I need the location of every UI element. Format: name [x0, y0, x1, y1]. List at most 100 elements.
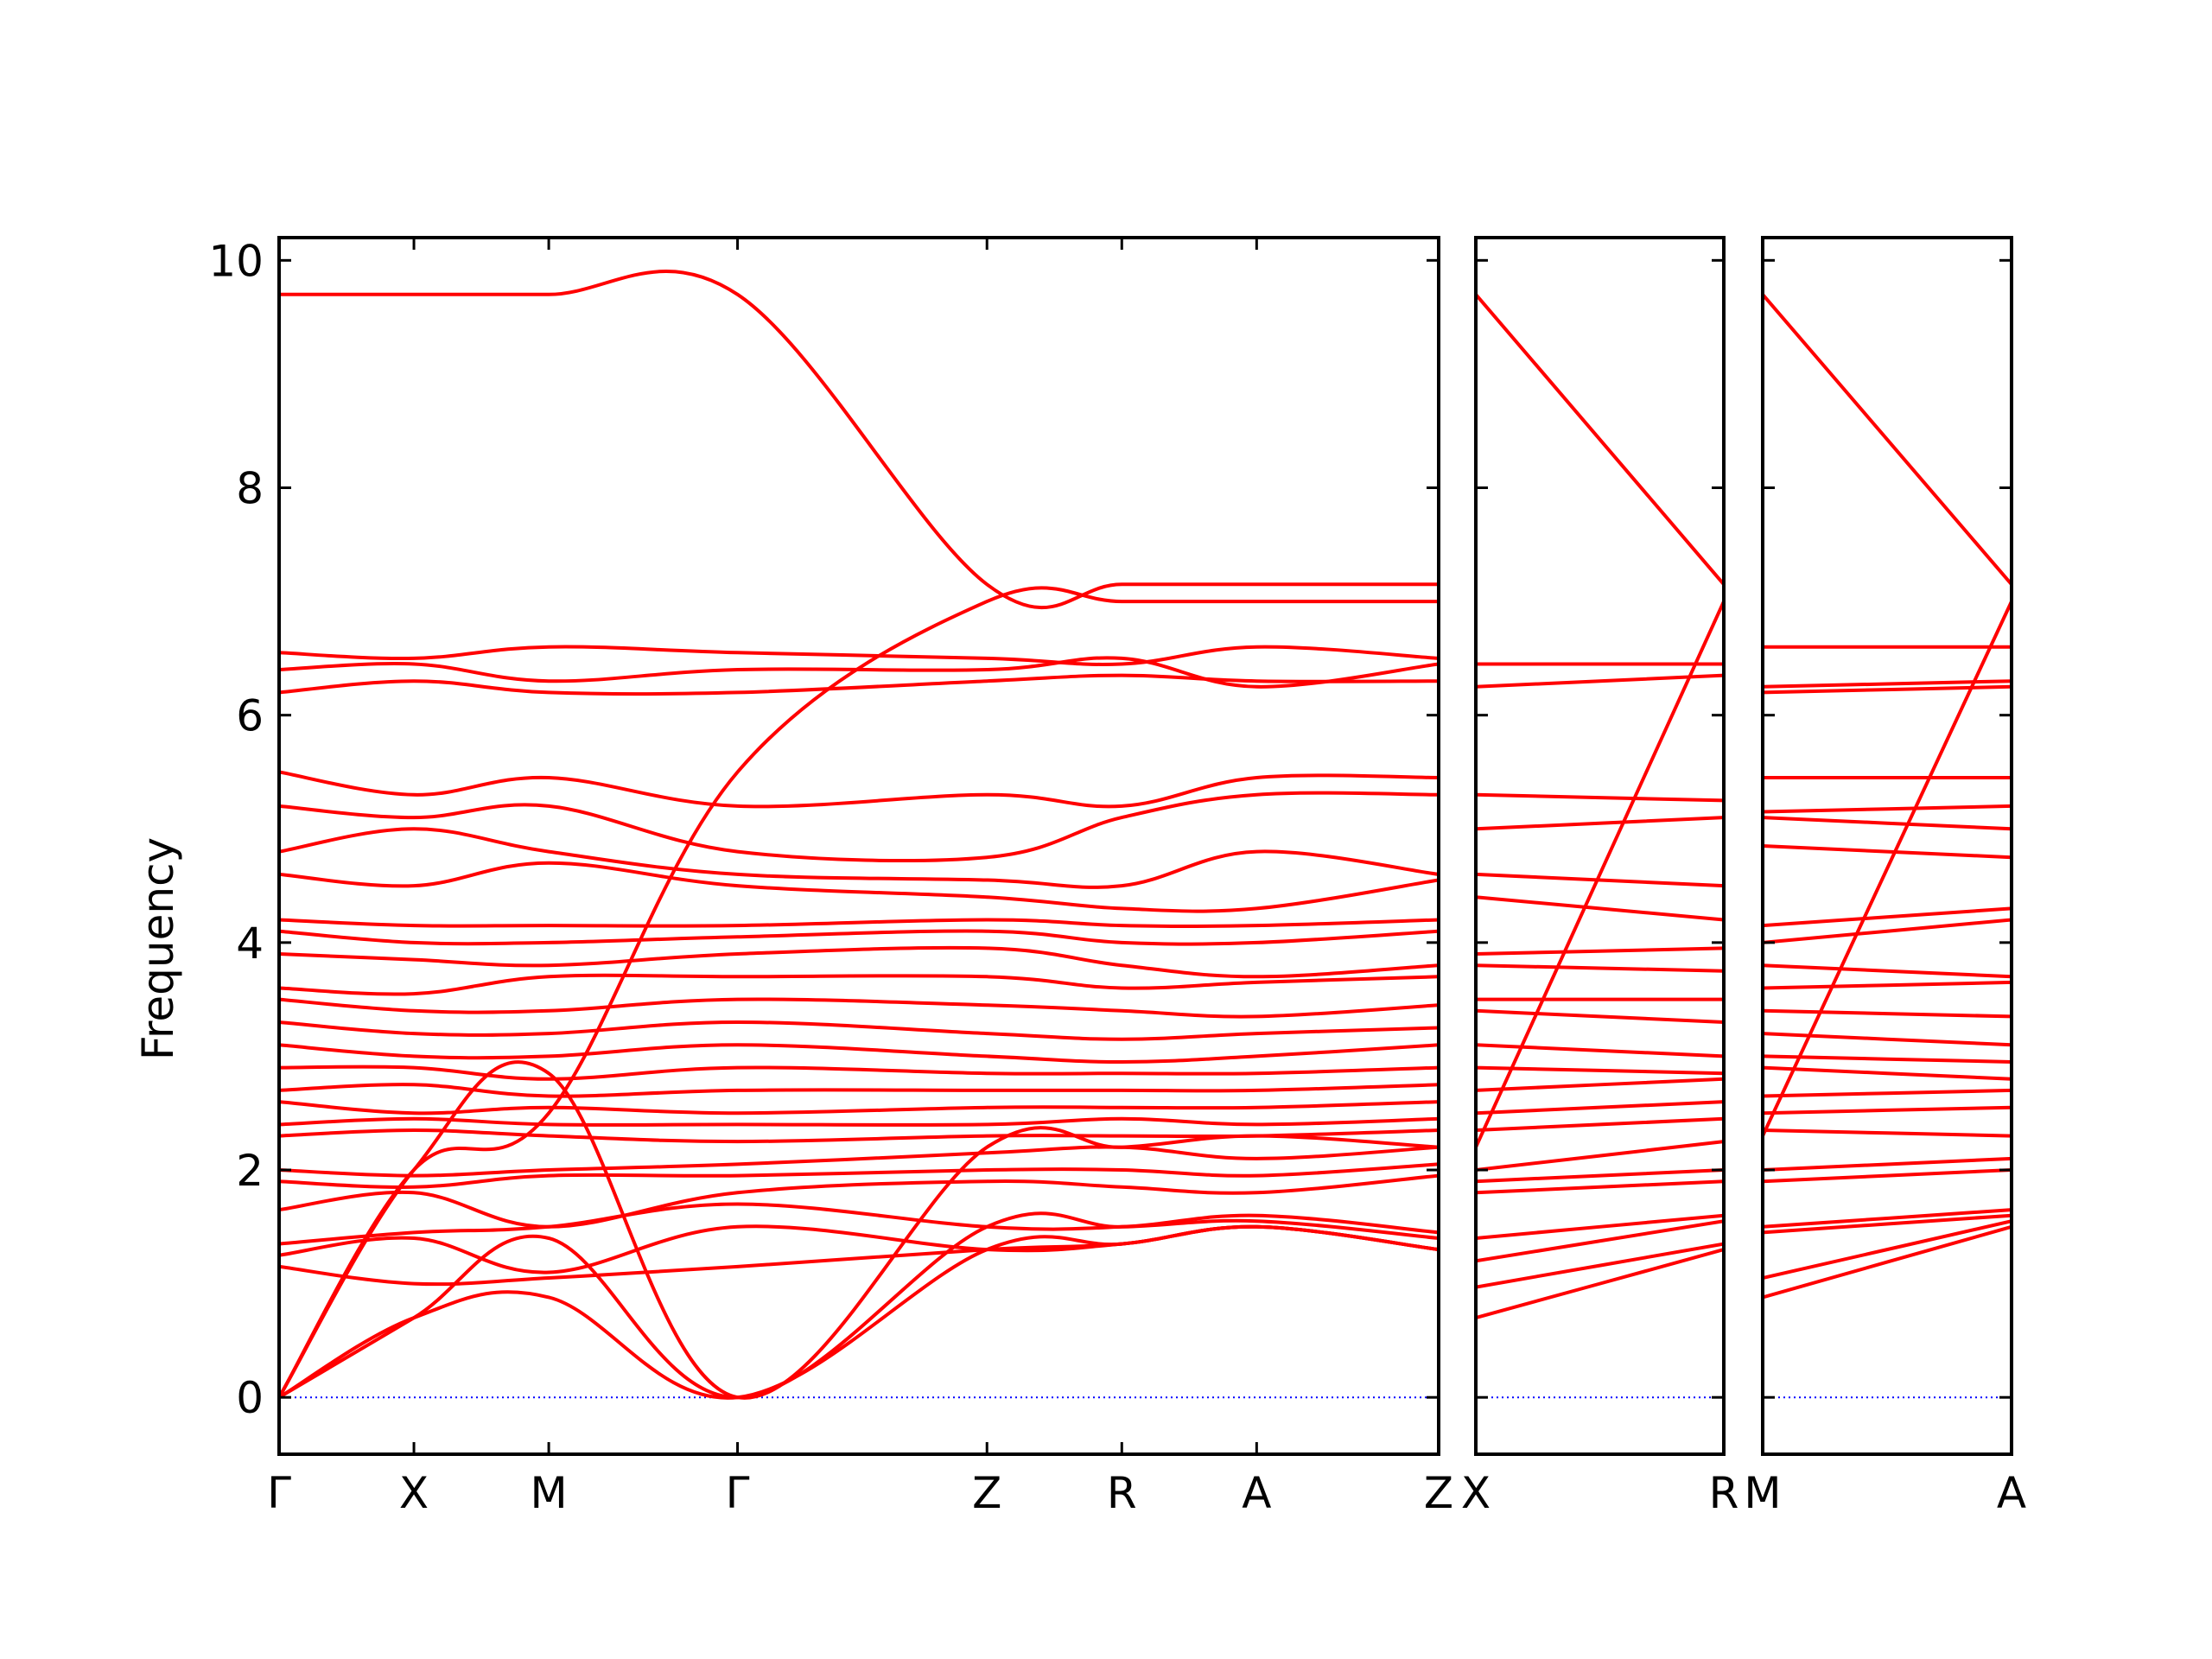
band-series — [1763, 1105, 2012, 1116]
x-tick-label: Z — [972, 1468, 1001, 1518]
band-series — [279, 673, 1439, 696]
axes-frame — [1474, 236, 1726, 1456]
band-series — [279, 861, 1439, 913]
band-series — [279, 945, 1439, 979]
band-series — [1763, 1156, 2012, 1172]
band-series — [279, 1043, 1439, 1064]
band-series — [279, 1202, 1439, 1246]
band-series — [1763, 1213, 2012, 1235]
y-tick-label: 8 — [236, 463, 264, 513]
band-series — [1763, 1219, 2012, 1280]
band-series — [279, 997, 1439, 1019]
band-series — [1476, 292, 1724, 587]
band-series — [279, 645, 1439, 666]
band-series — [1476, 946, 1724, 956]
x-tick-label: X — [1461, 1468, 1491, 1518]
y-tick-label: 4 — [236, 918, 264, 969]
band-series — [1476, 1248, 1724, 1320]
band-series — [1763, 1224, 2012, 1300]
band-series — [279, 1145, 1439, 1178]
band-series — [279, 1173, 1439, 1229]
x-tick-label: Γ — [726, 1468, 750, 1518]
band-series — [279, 1116, 1439, 1127]
axes-frame — [1761, 236, 2013, 1456]
band-series — [1763, 804, 2012, 814]
band-series — [1763, 1208, 2012, 1229]
band-series — [279, 270, 1439, 610]
x-tick-label: M — [1744, 1468, 1781, 1518]
band-series — [279, 929, 1439, 946]
x-tick-label: R — [1107, 1468, 1137, 1518]
band-series — [1476, 792, 1724, 803]
band-series — [1763, 844, 2012, 860]
band-series — [1763, 1065, 2012, 1081]
band-series — [279, 1065, 1439, 1081]
band-series — [279, 586, 1439, 1400]
band-series — [279, 656, 1439, 689]
band-series — [1476, 1179, 1724, 1195]
band-series — [1763, 1088, 2012, 1098]
band-series — [279, 1020, 1439, 1041]
band-series — [1763, 963, 2012, 979]
x-tick-label: M — [531, 1468, 568, 1518]
band-series — [1476, 1077, 1724, 1092]
band-series — [1763, 918, 2012, 944]
band-series — [279, 827, 1439, 889]
band-lines — [1476, 292, 1724, 1320]
band-series — [1763, 980, 2012, 990]
x-tick-label: R — [1709, 1468, 1739, 1518]
band-series — [279, 973, 1439, 996]
y-tick-label: 2 — [236, 1146, 264, 1196]
band-series — [279, 1060, 1439, 1400]
x-tick-label: Γ — [267, 1468, 291, 1518]
band-series — [1763, 906, 2012, 928]
band-series — [1476, 1008, 1724, 1024]
band-series — [1476, 963, 1724, 973]
band-series — [279, 1083, 1439, 1098]
band-series — [279, 918, 1439, 928]
band-series — [1476, 1242, 1724, 1289]
band-lines — [1763, 292, 2012, 1300]
band-series — [1763, 1168, 2012, 1184]
band-series — [1476, 895, 1724, 922]
band-series — [1763, 1008, 2012, 1019]
y-tick-label: 10 — [208, 236, 264, 286]
x-tick-label: X — [399, 1468, 429, 1518]
band-series — [1476, 1140, 1724, 1172]
band-series — [1763, 1054, 2012, 1064]
band-series — [1763, 292, 2012, 587]
band-series — [279, 1211, 1439, 1400]
band-series — [1476, 1100, 1724, 1116]
band-series — [1476, 1219, 1724, 1263]
band-series — [1763, 816, 2012, 831]
band-series — [279, 770, 1439, 809]
panel-main: 0 2 4 6 8 10 Γ X M Γ Z R A Z — [208, 236, 1453, 1518]
x-tick-label: A — [1242, 1468, 1271, 1518]
band-series — [1476, 1213, 1724, 1240]
band-series — [279, 1162, 1439, 1189]
band-series — [279, 1100, 1439, 1116]
axes-frame — [277, 236, 1440, 1456]
band-series — [1763, 1032, 2012, 1047]
band-series — [1476, 673, 1724, 689]
x-tick-label: A — [1997, 1468, 2026, 1518]
band-series — [1476, 1168, 1724, 1184]
band-series — [1476, 600, 1724, 1149]
band-series — [279, 791, 1439, 863]
y-axis-label: Frequency — [133, 837, 183, 1060]
band-series — [1476, 1065, 1724, 1076]
band-series — [1763, 679, 2012, 689]
band-series — [1763, 684, 2012, 695]
band-series — [1476, 1043, 1724, 1058]
y-tick-label: 0 — [236, 1373, 264, 1423]
y-tick-label: 6 — [236, 691, 264, 741]
band-series — [1476, 1116, 1724, 1132]
band-series — [1763, 600, 2012, 1138]
band-series — [279, 1224, 1439, 1274]
band-series — [1763, 1128, 2012, 1138]
band-series — [1476, 816, 1724, 831]
band-series — [1476, 872, 1724, 888]
